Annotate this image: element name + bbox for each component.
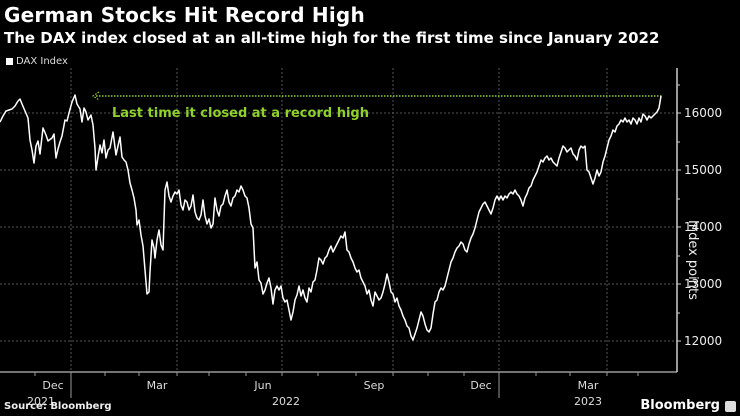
svg-text:2021: 2021 [27, 395, 55, 408]
svg-text:Sep: Sep [364, 379, 385, 392]
x-tick-labels: Dec 2021 Mar Jun 2022 Sep Dec Mar 2023 [27, 379, 602, 408]
svg-text:15000: 15000 [684, 163, 722, 177]
y-tick-labels: 16000 15000 14000 13000 12000 [684, 106, 722, 348]
svg-text:Mar: Mar [578, 379, 599, 392]
legend-swatch-icon [6, 58, 13, 65]
svg-text:2023: 2023 [574, 395, 602, 408]
svg-text:Mar: Mar [147, 379, 168, 392]
svg-text:2022: 2022 [272, 395, 300, 408]
source-note: Source: Bloomberg [4, 401, 112, 412]
chart-icon [725, 401, 736, 412]
annotation-label: Last time it closed at a record high [112, 106, 369, 121]
svg-text:14000: 14000 [684, 220, 722, 234]
svg-text:Jun: Jun [253, 379, 271, 392]
chart-subtitle: The DAX index closed at an all-time high… [4, 29, 660, 47]
svg-text:Dec: Dec [42, 379, 63, 392]
legend: DAX Index [6, 56, 68, 67]
grid-lines [0, 68, 677, 372]
arrow-head-icon [91, 91, 100, 101]
brand-logo: Bloomberg [640, 398, 720, 413]
y-axis-label: Index points [685, 220, 700, 300]
svg-text:Dec: Dec [470, 379, 491, 392]
legend-label: DAX Index [16, 56, 68, 67]
svg-text:12000: 12000 [684, 334, 722, 348]
svg-text:16000: 16000 [684, 106, 722, 120]
chart-title: German Stocks Hit Record High [4, 3, 365, 27]
dax-line [0, 94, 662, 341]
svg-text:13000: 13000 [684, 277, 722, 291]
